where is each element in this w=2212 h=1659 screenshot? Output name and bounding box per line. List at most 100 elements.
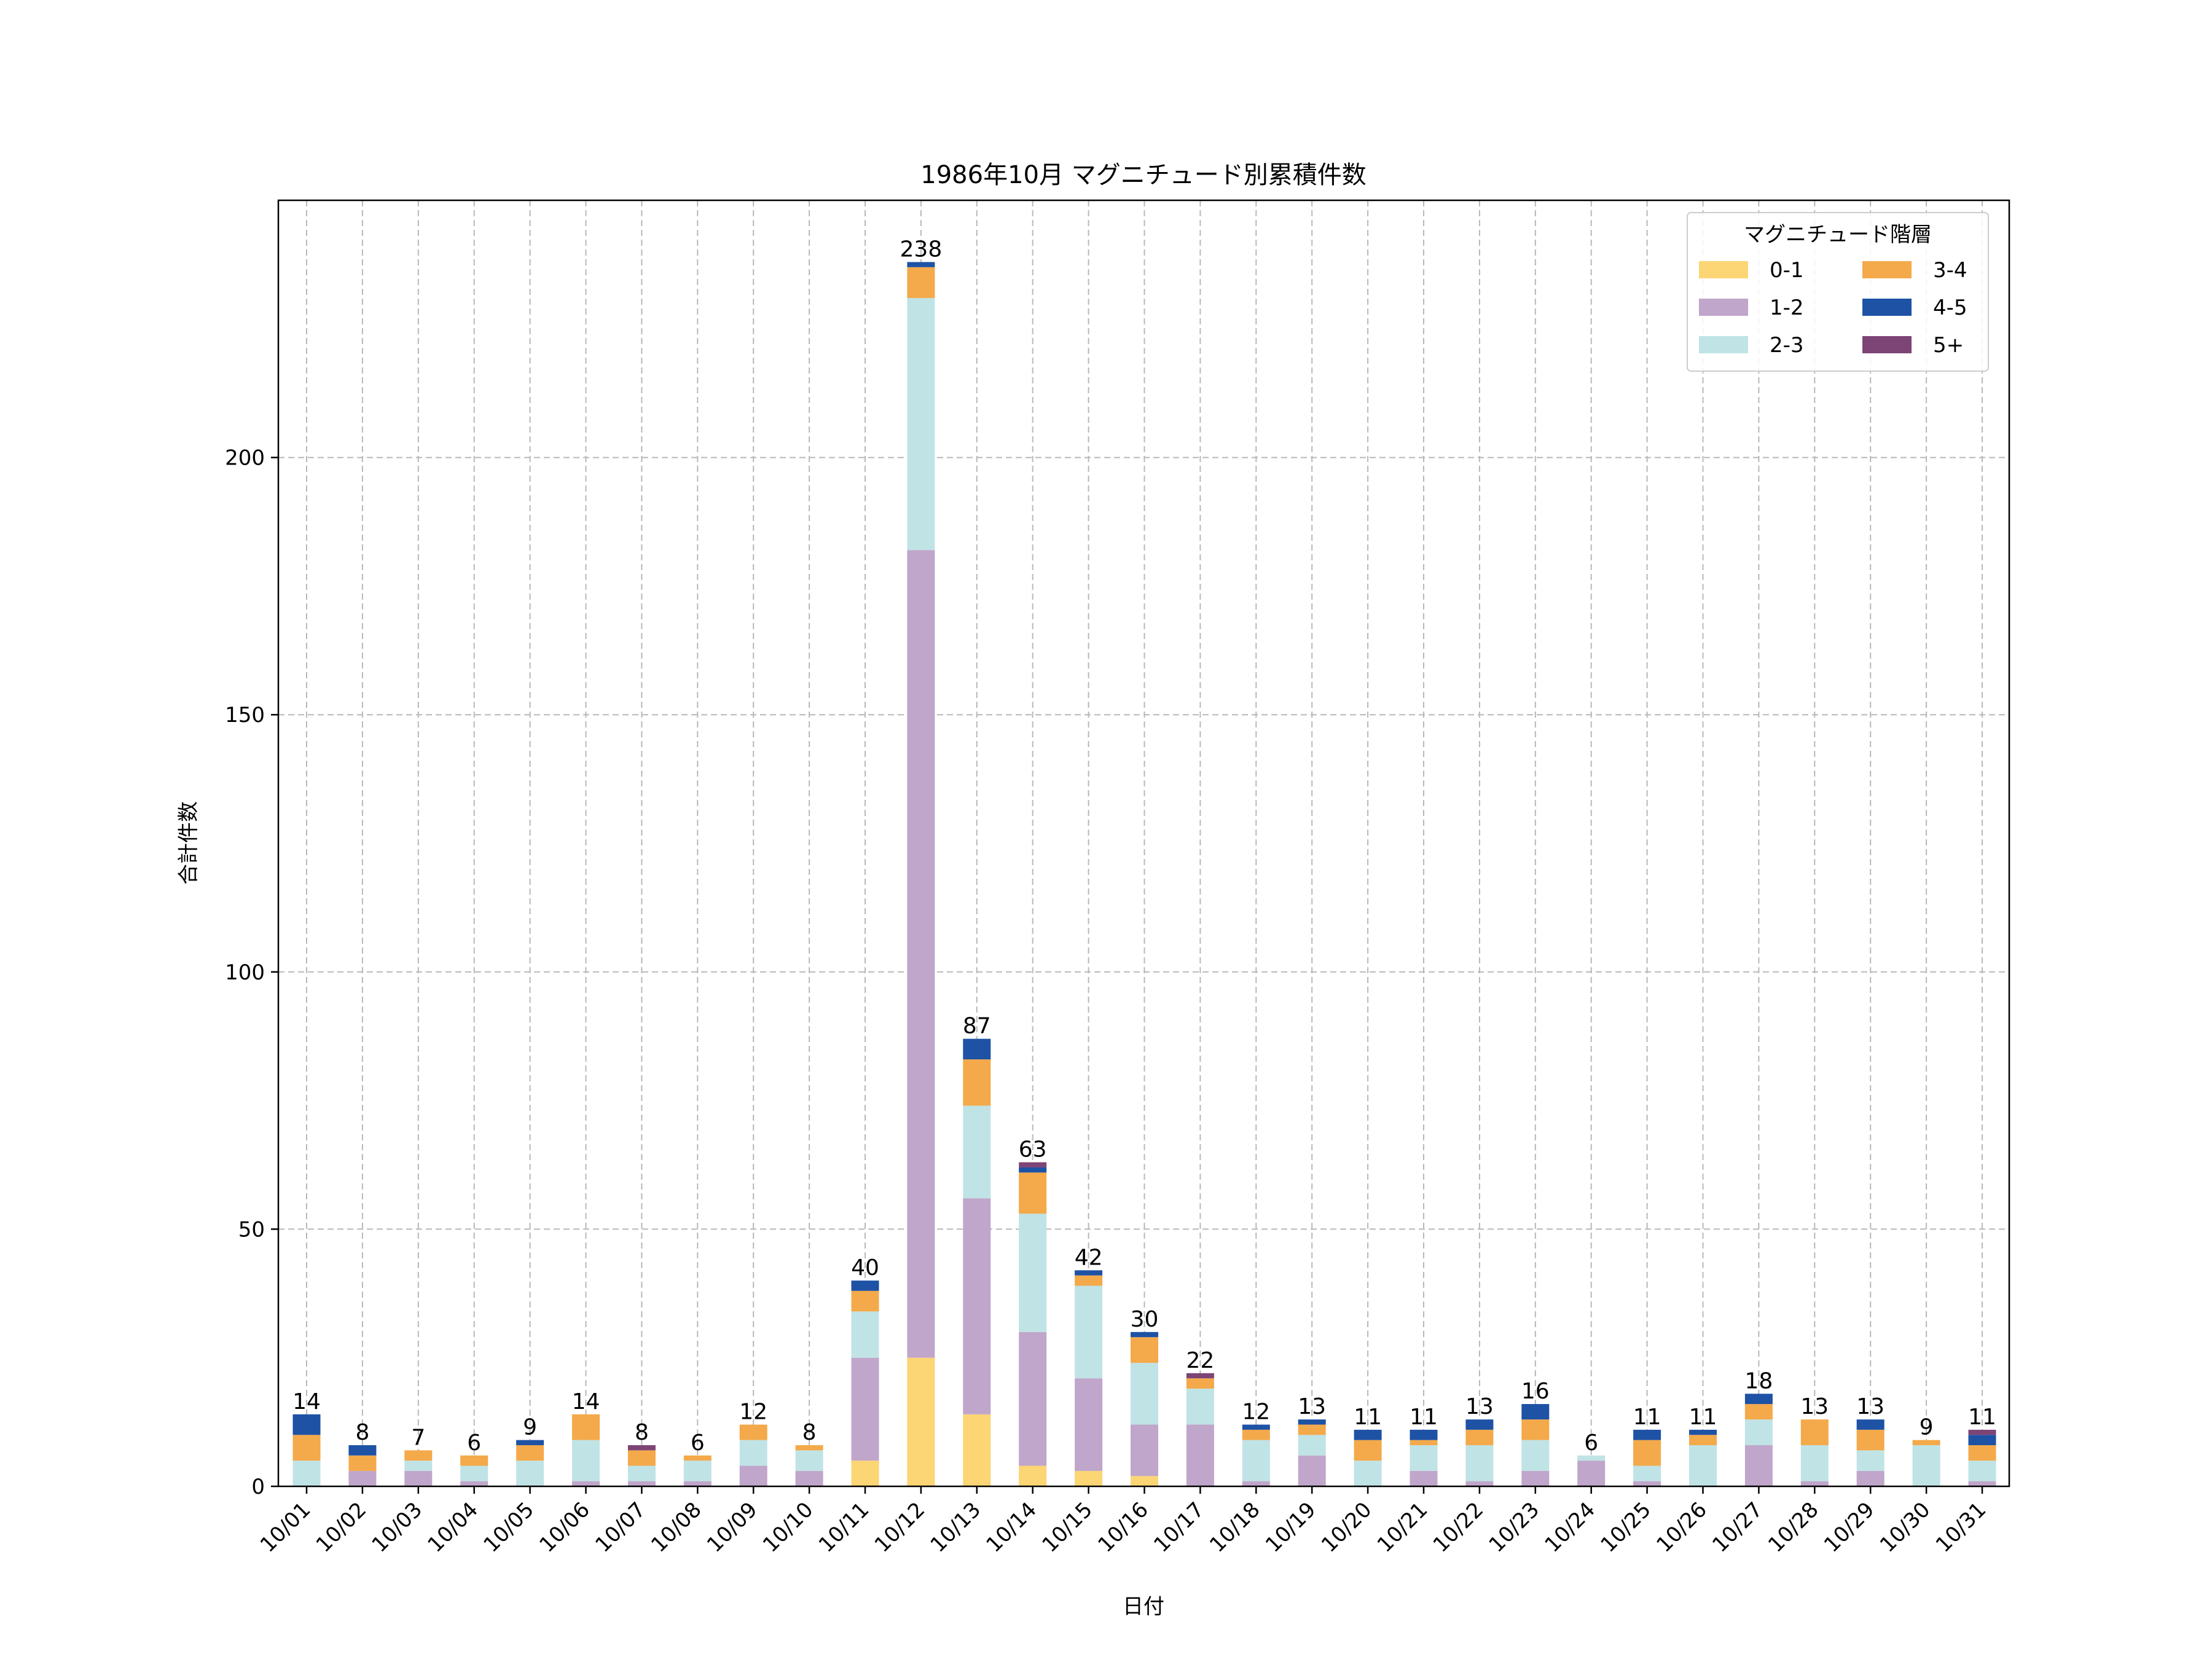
bar-segment bbox=[1856, 1450, 1885, 1471]
x-tick-label: 10/06 bbox=[535, 1497, 595, 1558]
x-tick-label: 10/19 bbox=[1261, 1497, 1321, 1558]
total-label: 14 bbox=[292, 1389, 321, 1414]
bar-segment bbox=[292, 1461, 321, 1486]
total-label: 12 bbox=[1242, 1400, 1270, 1425]
bar-segment bbox=[683, 1481, 712, 1486]
bar-segment bbox=[1019, 1162, 1047, 1167]
y-tick-label: 50 bbox=[238, 1217, 265, 1242]
legend-label: 5+ bbox=[1933, 333, 1964, 358]
bar-segment bbox=[627, 1465, 656, 1481]
bar-segment bbox=[1410, 1440, 1438, 1446]
bar-segment bbox=[1744, 1394, 1773, 1405]
legend-swatch bbox=[1862, 261, 1912, 278]
total-label: 13 bbox=[1856, 1394, 1885, 1419]
bar-segment bbox=[1131, 1476, 1158, 1486]
x-tick-label: 10/05 bbox=[479, 1497, 539, 1558]
bar-segment bbox=[1856, 1470, 1885, 1486]
bar-segment bbox=[1744, 1419, 1773, 1446]
bar-segment bbox=[1019, 1465, 1047, 1486]
legend-swatch bbox=[1699, 299, 1748, 316]
bar-segment bbox=[851, 1290, 879, 1312]
total-label: 12 bbox=[739, 1400, 767, 1425]
bar-segment bbox=[1354, 1440, 1382, 1461]
x-tick-label: 10/25 bbox=[1596, 1497, 1656, 1558]
bar-segment bbox=[572, 1481, 600, 1486]
bar-segment bbox=[1465, 1429, 1494, 1446]
bar-segment bbox=[627, 1445, 656, 1451]
bar-segment bbox=[1689, 1435, 1717, 1446]
bar-segment bbox=[1744, 1445, 1773, 1486]
legend-label: 1-2 bbox=[1770, 296, 1804, 320]
total-label: 11 bbox=[1354, 1405, 1382, 1430]
bar-segment bbox=[1800, 1419, 1829, 1446]
bar-segment bbox=[739, 1440, 767, 1466]
bar-segment bbox=[1856, 1429, 1885, 1451]
x-tick-label: 10/26 bbox=[1652, 1497, 1712, 1558]
total-label: 13 bbox=[1298, 1394, 1326, 1419]
bar-segment bbox=[1131, 1337, 1158, 1363]
bar-segment bbox=[907, 262, 935, 267]
bar-segment bbox=[963, 1038, 991, 1060]
total-label: 42 bbox=[1075, 1245, 1103, 1270]
total-label: 40 bbox=[851, 1255, 879, 1281]
bar-segment bbox=[1354, 1429, 1382, 1440]
bar-segment bbox=[851, 1281, 879, 1291]
bar-segment bbox=[795, 1470, 823, 1486]
total-label: 87 bbox=[963, 1014, 991, 1039]
bar-segment bbox=[1131, 1363, 1158, 1425]
x-tick-label: 10/04 bbox=[423, 1497, 483, 1558]
bar-segment bbox=[1075, 1470, 1103, 1486]
bar-segment bbox=[1186, 1424, 1214, 1486]
x-tick-label: 10/02 bbox=[312, 1497, 372, 1558]
total-label: 11 bbox=[1410, 1405, 1438, 1430]
total-label: 238 bbox=[900, 237, 943, 262]
bar-segment bbox=[1075, 1270, 1103, 1276]
bar-segment bbox=[1912, 1445, 1940, 1486]
bar-segment bbox=[1354, 1461, 1382, 1486]
bar-segment bbox=[963, 1414, 991, 1486]
bar-segment bbox=[1912, 1440, 1940, 1446]
bar-segment bbox=[1019, 1332, 1047, 1466]
bar-segment bbox=[292, 1414, 321, 1435]
bar-segment bbox=[627, 1481, 656, 1486]
bar-segment bbox=[1633, 1481, 1661, 1486]
bar-segment bbox=[1689, 1429, 1717, 1435]
legend-title: マグニチュード階層 bbox=[1744, 222, 1932, 247]
bar-segment bbox=[1968, 1481, 1996, 1486]
x-tick-label: 10/12 bbox=[870, 1497, 930, 1558]
x-tick-label: 10/21 bbox=[1373, 1497, 1433, 1558]
chart-title: 1986年10月 マグニチュード別累積件数 bbox=[920, 161, 1366, 189]
bar-segment bbox=[1242, 1481, 1270, 1486]
x-tick-label: 10/20 bbox=[1317, 1497, 1377, 1558]
total-label: 14 bbox=[572, 1389, 600, 1414]
total-label: 13 bbox=[1465, 1394, 1494, 1419]
bar-segment bbox=[683, 1461, 712, 1481]
x-tick-label: 10/15 bbox=[1037, 1497, 1097, 1558]
legend-swatch bbox=[1862, 299, 1912, 316]
bar-segment bbox=[1521, 1404, 1550, 1420]
bar-segment bbox=[348, 1470, 377, 1486]
bar-segment bbox=[572, 1440, 600, 1481]
bar-segment bbox=[1019, 1214, 1047, 1332]
x-tick-label: 10/29 bbox=[1819, 1497, 1880, 1558]
bar-segment bbox=[1298, 1424, 1326, 1435]
x-tick-label: 10/10 bbox=[758, 1497, 818, 1558]
y-axis-label: 合計件数 bbox=[176, 801, 201, 885]
total-label: 9 bbox=[523, 1415, 537, 1440]
total-label: 7 bbox=[411, 1425, 425, 1450]
total-label: 8 bbox=[635, 1420, 649, 1445]
x-tick-label: 10/07 bbox=[590, 1497, 651, 1558]
bar-segment bbox=[404, 1461, 433, 1471]
legend-label: 4-5 bbox=[1933, 296, 1967, 320]
legend-swatch bbox=[1862, 336, 1912, 353]
bar-segment bbox=[907, 298, 935, 551]
bar-segment bbox=[460, 1481, 488, 1486]
bar-segment bbox=[1800, 1481, 1829, 1486]
bar-segment bbox=[1186, 1388, 1214, 1425]
bars bbox=[292, 262, 1996, 1486]
x-tick-label: 10/31 bbox=[1931, 1497, 1991, 1558]
bar-segment bbox=[1465, 1445, 1494, 1481]
bar-segment bbox=[1577, 1455, 1606, 1461]
bar-segment bbox=[1800, 1445, 1829, 1481]
